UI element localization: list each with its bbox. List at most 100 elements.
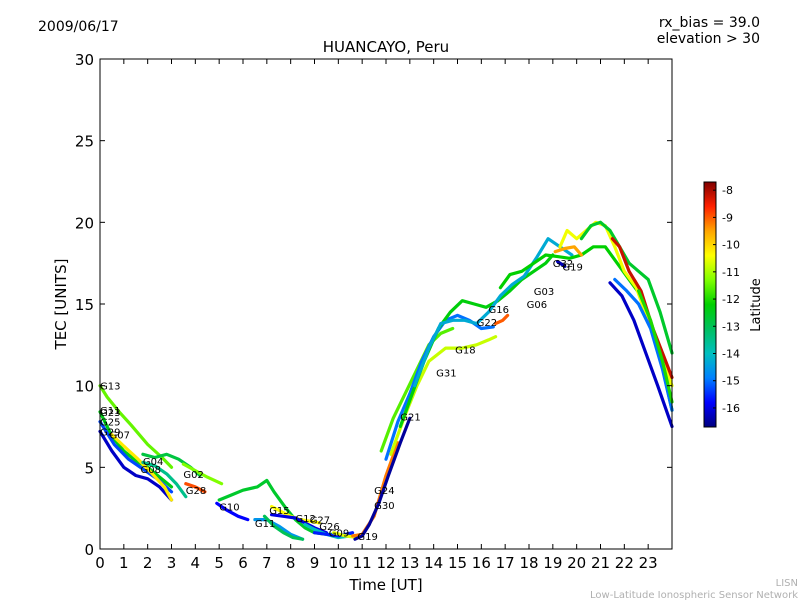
satellite-label: G11 (100, 406, 120, 417)
x-tick-label: 10 (329, 554, 348, 572)
satellite-label: G09 (329, 529, 349, 540)
series-line (558, 220, 674, 388)
x-tick-label: 11 (353, 554, 372, 572)
series-line (610, 237, 674, 380)
satellite-label: G10 (219, 503, 239, 514)
elevation-label: elevation > 30 (657, 31, 760, 47)
series-line (637, 289, 674, 404)
series-line (141, 460, 188, 499)
satellite-label: G23 (100, 408, 120, 419)
y-tick-label: 15 (75, 296, 94, 314)
x-tick-label: 12 (376, 554, 395, 572)
series-line (110, 433, 174, 502)
x-tick-label: 6 (238, 554, 248, 572)
y-axis-label: TEC [UNITS] (52, 259, 70, 351)
series-line (98, 429, 174, 502)
plot-frame (99, 58, 673, 550)
satellite-label: G07 (110, 431, 130, 442)
series-line (353, 416, 412, 541)
satellite-label: G19 (357, 532, 377, 543)
x-tick-label: 22 (615, 554, 634, 572)
x-tick-label: 9 (310, 554, 320, 572)
satellite-label: G03 (534, 287, 554, 298)
satellite-label: G08 (141, 465, 161, 476)
rx-bias-label: rx_bias = 39.0 (659, 15, 760, 31)
satellite-label: G27 (310, 516, 330, 527)
y-tick-label: 25 (75, 133, 94, 151)
x-tick-label: 2 (143, 554, 153, 572)
colorbar-tick-label: -10 (722, 239, 740, 252)
x-tick-label: 17 (496, 554, 515, 572)
satellite-label: G19 (562, 262, 582, 273)
satellite-label: G22 (477, 318, 497, 329)
date-label: 2009/06/17 (38, 19, 119, 35)
colorbar-tick-label: -12 (722, 293, 740, 306)
tick-layer: 0 1 2 3 4 5 6 7 8 9 10 11 12 13 14 15 16 17 18 19 20 21 22 2305… (75, 51, 672, 572)
satellite-label: G13 (100, 382, 120, 393)
series-line (253, 518, 305, 541)
y-tick-label: 30 (75, 51, 94, 69)
series-layer (98, 220, 674, 541)
x-tick-label: 16 (472, 554, 491, 572)
x-tick-label: 19 (543, 554, 562, 572)
credit-short: LISN (776, 578, 798, 589)
colorbar-tick-label: -11 (722, 266, 740, 279)
x-tick-label: 23 (639, 554, 658, 572)
satellite-label: G28 (186, 486, 206, 497)
series-line (379, 326, 455, 453)
satellite-label: G32 (553, 259, 573, 270)
series-line (389, 335, 498, 456)
x-axis-label: Time [UT] (348, 576, 422, 594)
x-tick-label: 3 (167, 554, 177, 572)
colorbar (703, 181, 717, 428)
colorbar-tick-label: -16 (722, 402, 740, 415)
x-tick-label: 14 (424, 554, 443, 572)
satellite-label: G26 (319, 522, 339, 533)
satellite-label: G06 (527, 300, 547, 311)
colorbar-tick-label: -15 (722, 375, 740, 388)
series-line (613, 277, 674, 412)
satellite-label: G29 (100, 427, 120, 438)
colorbar-tick-label: -9 (722, 211, 733, 224)
series-line (553, 245, 583, 257)
satellite-label: G11 (255, 519, 275, 530)
x-tick-label: 20 (567, 554, 586, 572)
chart-title: HUANCAYO, Peru (323, 38, 449, 56)
satellite-label: G12 (295, 514, 315, 525)
x-tick-label: 7 (262, 554, 272, 572)
series-line (608, 281, 674, 429)
satellite-label: G25 (100, 418, 120, 429)
y-tick-label: 5 (84, 459, 94, 477)
x-tick-label: 18 (519, 554, 538, 572)
x-tick-label: 1 (119, 554, 129, 572)
satellite-label: G30 (374, 501, 394, 512)
series-line (494, 313, 510, 326)
series-line (556, 259, 567, 268)
y-tick-label: 0 (84, 541, 94, 559)
satellite-label: G02 (183, 470, 203, 481)
series-line (184, 482, 207, 494)
x-tick-label: 4 (191, 554, 201, 572)
satellite-label: G16 (489, 305, 509, 316)
colorbar-tick-label: -13 (722, 320, 740, 333)
series-line (181, 462, 224, 486)
series-line (398, 253, 555, 429)
series-line (98, 384, 174, 469)
series-line (215, 501, 250, 522)
colorbar-ticks: -8 -9 -10 -11 -12 -13 -14 -15 -16 (713, 184, 740, 415)
x-tick-label: 13 (400, 554, 419, 572)
satellite-label: G21 (400, 413, 420, 424)
satellite-label: G24 (374, 486, 394, 497)
colorbar-label: Latitude (749, 278, 764, 332)
y-tick-label: 20 (75, 214, 94, 232)
series-line (413, 237, 574, 388)
x-tick-label: 21 (591, 554, 610, 572)
x-tick-label: 0 (95, 554, 105, 572)
series-line (262, 514, 305, 541)
satellite-label: G18 (455, 346, 475, 357)
x-tick-label: 8 (286, 554, 296, 572)
colorbar-tick-label: -8 (722, 184, 733, 197)
y-tick-label: 10 (75, 378, 94, 396)
colorbar-tick-label: -14 (722, 348, 740, 361)
